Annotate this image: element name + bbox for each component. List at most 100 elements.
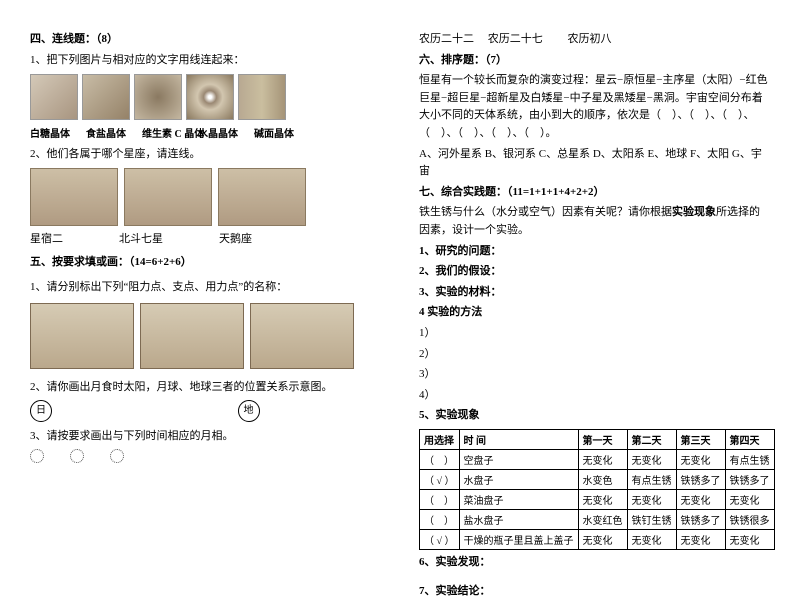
earth-circle: 地 [238, 400, 260, 422]
constellation-img-3 [218, 168, 306, 226]
table-row: （ ）盐水盘子水变红色铁钉生锈铁锈多了铁锈很多 [420, 509, 775, 529]
step-3: 3） [419, 366, 770, 384]
table-cell: 铁钉生锈 [627, 509, 676, 529]
section-7-title: 七、综合实践题：（11=1+1+1+4+2+2） [419, 184, 770, 202]
q4-1-text: 1、把下列图片与相对应的文字用线连起来： [30, 52, 381, 70]
experiment-table: 用选择 时 间 第一天 第二天 第三天 第四天 （ ）空盘子无变化无变化无变化有… [419, 429, 775, 550]
table-cell: 无变化 [725, 529, 774, 549]
th-1: 时 间 [459, 429, 578, 449]
table-cell: （ ） [420, 449, 460, 469]
crystal-img-2 [82, 74, 130, 120]
table-cell: （ √ ） [420, 529, 460, 549]
table-cell: （ √ ） [420, 469, 460, 489]
sec6-paragraph: 恒星有一个较长而复杂的演变过程：星云−原恒星−主序星（太阳）−红色巨星−超巨星−… [419, 72, 770, 142]
table-cell: 无变化 [676, 489, 725, 509]
table-cell: 铁锈多了 [676, 509, 725, 529]
lever-imgs [30, 303, 381, 369]
q5-2-text: 2、请你画出月食时太阳，月球、地球三者的位置关系示意图。 [30, 379, 381, 397]
th-3: 第二天 [627, 429, 676, 449]
table-cell: 无变化 [578, 489, 627, 509]
const-label-1: 星宿二 [30, 230, 63, 246]
table-cell: 空盘子 [459, 449, 578, 469]
section-6-title: 六、排序题：（7） [419, 52, 770, 70]
crystal-label-2: 食盐晶体 [86, 125, 138, 140]
table-cell: 无变化 [627, 449, 676, 469]
table-cell: 水盘子 [459, 469, 578, 489]
table-cell: 水变红色 [578, 509, 627, 529]
sec7-paragraph: 铁生锈与什么（水分或空气）因素有关呢？请你根据实验现象所选择的因素，设计一个实验… [419, 204, 770, 239]
crystal-label-4: 水晶晶体 [198, 125, 250, 140]
const-label-3: 天鹅座 [219, 230, 252, 246]
lever-img-2 [140, 303, 244, 369]
constellation-img-2 [124, 168, 212, 226]
crystal-img-3 [134, 74, 182, 120]
crystal-label-5: 碱面晶体 [254, 125, 306, 140]
table-cell: 盐水盘子 [459, 509, 578, 529]
step-1: 1） [419, 325, 770, 343]
q5-1-text: 1、请分别标出下列“阻力点、支点、用力点”的名称： [30, 279, 381, 297]
left-column: 四、连线题：（8） 1、把下列图片与相对应的文字用线连起来： 白糖晶体 食盐晶体… [30, 28, 381, 538]
th-2: 第一天 [578, 429, 627, 449]
crystal-labels: 白糖晶体 食盐晶体 维生素 C 晶体 水晶晶体 碱面晶体 [30, 125, 381, 140]
crystal-img-5 [238, 74, 286, 120]
table-cell: 有点生锈 [627, 469, 676, 489]
table-row: （ ）菜油盘子无变化无变化无变化无变化 [420, 489, 775, 509]
table-cell: 菜油盘子 [459, 489, 578, 509]
moon-3 [110, 449, 124, 463]
crystal-label-3: 维生素 C 晶体 [142, 125, 194, 140]
step-4: 4） [419, 387, 770, 405]
table-cell: 无变化 [676, 449, 725, 469]
item-4: 4 实验的方法 [419, 304, 770, 322]
table-cell: 水变色 [578, 469, 627, 489]
lunar-dates: 农历二十二 农历二十七 农历初八 [419, 31, 770, 49]
table-cell: 无变化 [676, 529, 725, 549]
table-cell: 无变化 [627, 529, 676, 549]
table-cell: （ ） [420, 509, 460, 529]
lever-img-3 [250, 303, 354, 369]
lunar-1: 农历二十二 [419, 33, 474, 45]
th-5: 第四天 [725, 429, 774, 449]
crystal-label-1: 白糖晶体 [30, 125, 82, 140]
eclipse-diagram: 日 地 [30, 400, 381, 422]
table-row: （ √ ）水盘子水变色有点生锈铁锈多了铁锈多了 [420, 469, 775, 489]
item-5: 5、实验现象 [419, 407, 770, 425]
table-cell: （ ） [420, 489, 460, 509]
table-cell: 有点生锈 [725, 449, 774, 469]
moon-2 [70, 449, 84, 463]
table-cell: 铁锈很多 [725, 509, 774, 529]
sun-circle: 日 [30, 400, 52, 422]
constellation-img-1 [30, 168, 118, 226]
lunar-2: 农历二十七 [488, 33, 543, 45]
section-5-title: 五、按要求填或画：（14=6+2+6） [30, 254, 381, 272]
table-cell: 铁锈多了 [676, 469, 725, 489]
lever-img-1 [30, 303, 134, 369]
item-6: 6、实验发现： [419, 554, 770, 572]
crystal-img-4 [186, 74, 234, 120]
table-cell: 无变化 [725, 489, 774, 509]
item-3: 3、实验的材料： [419, 284, 770, 302]
item-1: 1、研究的问题： [419, 243, 770, 261]
table-cell: 铁锈多了 [725, 469, 774, 489]
section-4-title: 四、连线题：（8） [30, 31, 381, 49]
step-2: 2） [419, 346, 770, 364]
table-cell: 干燥的瓶子里且盖上盖子 [459, 529, 578, 549]
constellation-labels: 星宿二 北斗七星 天鹅座 [30, 230, 381, 246]
th-4: 第三天 [676, 429, 725, 449]
q5-3-text: 3、请按要求画出与下列时间相应的月相。 [30, 428, 381, 446]
right-column: 农历二十二 农历二十七 农历初八 六、排序题：（7） 恒星有一个较长而复杂的演变… [419, 28, 770, 538]
moon-phases [30, 449, 381, 463]
crystal-img-1 [30, 74, 78, 120]
table-cell: 无变化 [627, 489, 676, 509]
table-row: （ √ ）干燥的瓶子里且盖上盖子无变化无变化无变化无变化 [420, 529, 775, 549]
table-cell: 无变化 [578, 529, 627, 549]
lunar-3: 农历初八 [568, 33, 612, 45]
table-row: （ ）空盘子无变化无变化无变化有点生锈 [420, 449, 775, 469]
moon-1 [30, 449, 44, 463]
item-2: 2、我们的假设： [419, 263, 770, 281]
crystal-thumbs [30, 74, 381, 120]
th-0: 用选择 [420, 429, 460, 449]
constellation-imgs [30, 168, 381, 226]
table-cell: 无变化 [578, 449, 627, 469]
sec6-options: A、河外星系 B、银河系 C、总星系 D、太阳系 E、地球 F、太阳 G、宇宙 [419, 146, 770, 181]
const-label-2: 北斗七星 [119, 230, 163, 246]
